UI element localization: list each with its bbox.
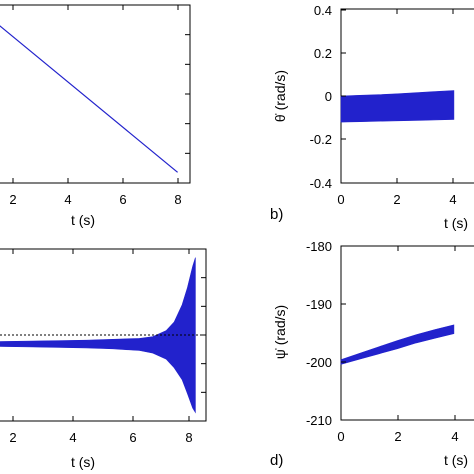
panel-a-series-line — [0, 25, 178, 173]
panel-d: 0 2 4 -180 -190 -200 -210 t (s) ψ̇ (rad/s) d) — [270, 239, 474, 469]
panel-b-ytick-label: 0.2 — [314, 46, 332, 61]
panel-d-label: d) — [270, 452, 283, 469]
panel-b-xtick-label: 0 — [337, 192, 344, 207]
panel-c-xtick-label: 8 — [185, 430, 192, 445]
panel-b-xlabel: t (s) — [444, 215, 468, 231]
panel-c-xlabel: t (s) — [71, 454, 95, 470]
panel-b: 0 2 4 0.4 0.2 0 -0.2 -0.4 t (s) θ̇ (rad/s) b) — [270, 3, 474, 231]
panel-d-oscillation-band — [340, 324, 455, 365]
panel-b-ylabel: θ̇ (rad/s) — [272, 70, 288, 122]
panel-a-xtick-label: 2 — [9, 192, 16, 207]
panel-c-xtick-label: 4 — [69, 430, 76, 445]
panel-d-plot — [340, 324, 455, 365]
panel-d-xtick-label: 0 — [337, 429, 344, 444]
panel-a-xtick-label: 6 — [119, 192, 126, 207]
panel-a: 2 4 6 8 t (s) — [0, 4, 191, 228]
panel-d-ytick-label: -180 — [306, 239, 332, 254]
panel-d-ytick-label: -210 — [306, 413, 332, 428]
panel-a-xtick-label: 8 — [174, 192, 181, 207]
panel-b-ytick-label: -0.2 — [310, 132, 332, 147]
panel-c-oscillation-band — [0, 257, 196, 414]
panel-b-label: b) — [270, 206, 283, 223]
panel-b-plot — [340, 90, 455, 123]
panel-c-plot — [0, 257, 206, 414]
panel-d-xtick-label: 4 — [451, 429, 458, 444]
panel-a-frame — [0, 4, 191, 184]
panel-d-ytick-label: -200 — [306, 355, 332, 370]
panel-b-ytick-label: 0 — [325, 89, 332, 104]
panel-b-xtick-label: 4 — [449, 192, 456, 207]
panel-c: 2 4 6 8 t (s) — [0, 248, 207, 470]
panel-a-plot — [0, 25, 178, 173]
panel-c-xtick-label: 2 — [9, 430, 16, 445]
panel-d-ticks: 0 2 4 -180 -190 -200 -210 — [306, 239, 459, 444]
panel-b-ytick-label: -0.4 — [310, 176, 332, 191]
panel-d-ytick-label: -190 — [306, 297, 332, 312]
panel-b-ytick-label: 0.4 — [314, 3, 332, 18]
panel-a-ticks: 2 4 6 8 — [9, 5, 190, 207]
panel-d-frame — [340, 245, 474, 421]
panel-c-xtick-label: 6 — [129, 430, 136, 445]
panel-a-xlabel: t (s) — [71, 212, 95, 228]
panel-d-xlabel: t (s) — [444, 452, 468, 468]
panel-b-ticks: 0 2 4 0.4 0.2 0 -0.2 -0.4 — [310, 3, 457, 207]
panel-a-xtick-label: 4 — [64, 192, 71, 207]
panel-c-ticks: 2 4 6 8 — [9, 249, 206, 445]
panel-d-xtick-label: 2 — [394, 429, 401, 444]
panel-d-ylabel: ψ̇ (rad/s) — [272, 305, 288, 359]
panel-b-xtick-label: 2 — [393, 192, 400, 207]
panel-b-oscillation-band — [340, 90, 455, 123]
